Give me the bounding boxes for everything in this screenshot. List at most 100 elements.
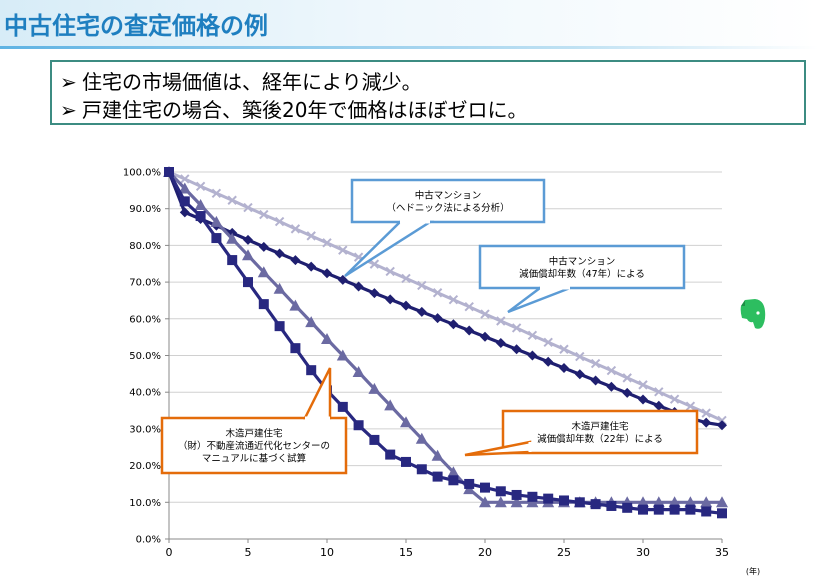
data-point-square bbox=[179, 196, 190, 207]
data-point-square bbox=[559, 495, 569, 506]
y-tick-label: 100.0% bbox=[123, 168, 161, 179]
data-point-diamond bbox=[369, 288, 380, 299]
data-point-diamond bbox=[495, 338, 506, 349]
data-point-diamond bbox=[401, 300, 411, 311]
callout-text: 木造戸建住宅 bbox=[225, 428, 282, 440]
data-point-square bbox=[495, 486, 506, 497]
data-point-x bbox=[622, 373, 632, 383]
data-point-diamond bbox=[653, 400, 664, 411]
callout-text: （財）不動産流通近代化センターの bbox=[178, 440, 330, 452]
chart-callouts: 中古マンション（ヘドニック法による分析）中古マンション減価償却年数（47年）によ… bbox=[160, 178, 699, 475]
data-point-x bbox=[496, 316, 506, 326]
data-point-x bbox=[559, 344, 569, 354]
data-point-x bbox=[575, 351, 585, 362]
series-line bbox=[168, 170, 723, 422]
callout-box bbox=[350, 178, 546, 224]
chart-series bbox=[163, 166, 728, 519]
data-point-x bbox=[385, 266, 395, 277]
data-point-square bbox=[606, 500, 617, 511]
callout-text: 中古マンション bbox=[415, 189, 482, 201]
data-point-triangle bbox=[210, 215, 223, 227]
data-point-x bbox=[669, 394, 680, 404]
data-point-diamond bbox=[290, 255, 301, 266]
bullet-text: 戸建住宅の場合、築後20年で価格はほぼゼロに。 bbox=[82, 98, 528, 122]
data-point-diamond bbox=[574, 369, 585, 380]
data-point-square bbox=[527, 491, 538, 502]
y-tick-label: 60.0% bbox=[129, 314, 161, 325]
data-point-square bbox=[274, 321, 285, 332]
data-point-square bbox=[543, 493, 554, 504]
data-point-diamond bbox=[717, 420, 727, 431]
data-point-square bbox=[290, 343, 301, 354]
data-point-x bbox=[338, 245, 348, 255]
data-point-x bbox=[369, 259, 380, 269]
data-point-x bbox=[290, 224, 301, 234]
data-point-triangle bbox=[431, 449, 444, 461]
callout-pointer bbox=[302, 367, 332, 420]
data-point-diamond bbox=[464, 325, 475, 336]
data-point-square bbox=[432, 471, 443, 482]
data-point-diamond bbox=[559, 362, 569, 373]
data-point-diamond bbox=[385, 294, 396, 305]
data-point-x bbox=[274, 216, 285, 227]
x-tick-label: 20 bbox=[478, 546, 492, 559]
data-point-x bbox=[243, 202, 253, 213]
data-point-square bbox=[337, 401, 348, 412]
data-point-diamond bbox=[306, 261, 317, 272]
data-point-square bbox=[448, 475, 459, 486]
x-tick-label: 5 bbox=[245, 546, 252, 559]
evernote-elephant-icon bbox=[740, 299, 766, 329]
x-tick-label: 25 bbox=[557, 546, 571, 559]
data-point-square bbox=[195, 211, 206, 222]
data-point-x bbox=[259, 209, 269, 220]
data-point-diamond bbox=[527, 350, 538, 361]
data-point-triangle bbox=[242, 249, 254, 261]
data-point-diamond bbox=[337, 274, 348, 285]
slide-title: 中古住宅の査定価格の例 bbox=[4, 12, 268, 40]
data-point-square bbox=[590, 499, 601, 510]
data-point-triangle bbox=[273, 282, 286, 294]
data-point-square bbox=[685, 504, 696, 515]
series-diamond bbox=[164, 167, 727, 431]
y-tick-label: 30.0% bbox=[129, 424, 161, 435]
data-point-square bbox=[653, 504, 664, 515]
data-point-triangle bbox=[415, 432, 428, 444]
y-tick-label: 0.0% bbox=[136, 535, 161, 546]
data-point-triangle bbox=[194, 199, 207, 211]
data-point-diamond bbox=[274, 248, 285, 259]
data-point-diamond bbox=[480, 331, 490, 342]
data-point-square bbox=[622, 502, 633, 513]
data-point-x bbox=[638, 380, 648, 390]
data-point-x bbox=[322, 238, 332, 248]
x-tick-label: 0 bbox=[166, 546, 173, 559]
data-point-square bbox=[464, 478, 475, 489]
data-point-triangle bbox=[178, 182, 191, 194]
data-point-x bbox=[211, 188, 222, 198]
bullet-arrow-icon: ➢ bbox=[60, 70, 77, 94]
callout-pointer bbox=[464, 440, 532, 457]
data-point-triangle bbox=[368, 382, 381, 394]
data-point-square bbox=[669, 504, 680, 515]
data-point-diamond bbox=[622, 387, 633, 398]
callout-text: 中古マンション bbox=[549, 255, 616, 267]
data-point-x bbox=[511, 323, 522, 333]
title-bar: 中古住宅の査定価格の例 bbox=[0, 0, 818, 48]
data-point-triangle bbox=[289, 299, 302, 311]
x-tick-label: 10 bbox=[320, 546, 334, 559]
data-point-diamond bbox=[701, 417, 712, 428]
data-point-triangle bbox=[257, 266, 270, 278]
series-x bbox=[164, 167, 727, 426]
y-tick-label: 70.0% bbox=[129, 278, 161, 289]
data-point-diamond bbox=[606, 381, 617, 392]
data-point-triangle bbox=[494, 496, 507, 508]
data-point-diamond bbox=[638, 394, 648, 405]
data-point-square bbox=[717, 508, 727, 519]
data-point-diamond bbox=[353, 281, 364, 292]
data-point-triangle bbox=[336, 349, 349, 361]
callout-pointer bbox=[507, 286, 571, 314]
data-point-triangle bbox=[684, 496, 697, 508]
bullet-box: ➢ 住宅の市場価値は、経年により減少。 ➢ 戸建住宅の場合、築後20年で価格はほぼゼ… bbox=[50, 60, 806, 125]
